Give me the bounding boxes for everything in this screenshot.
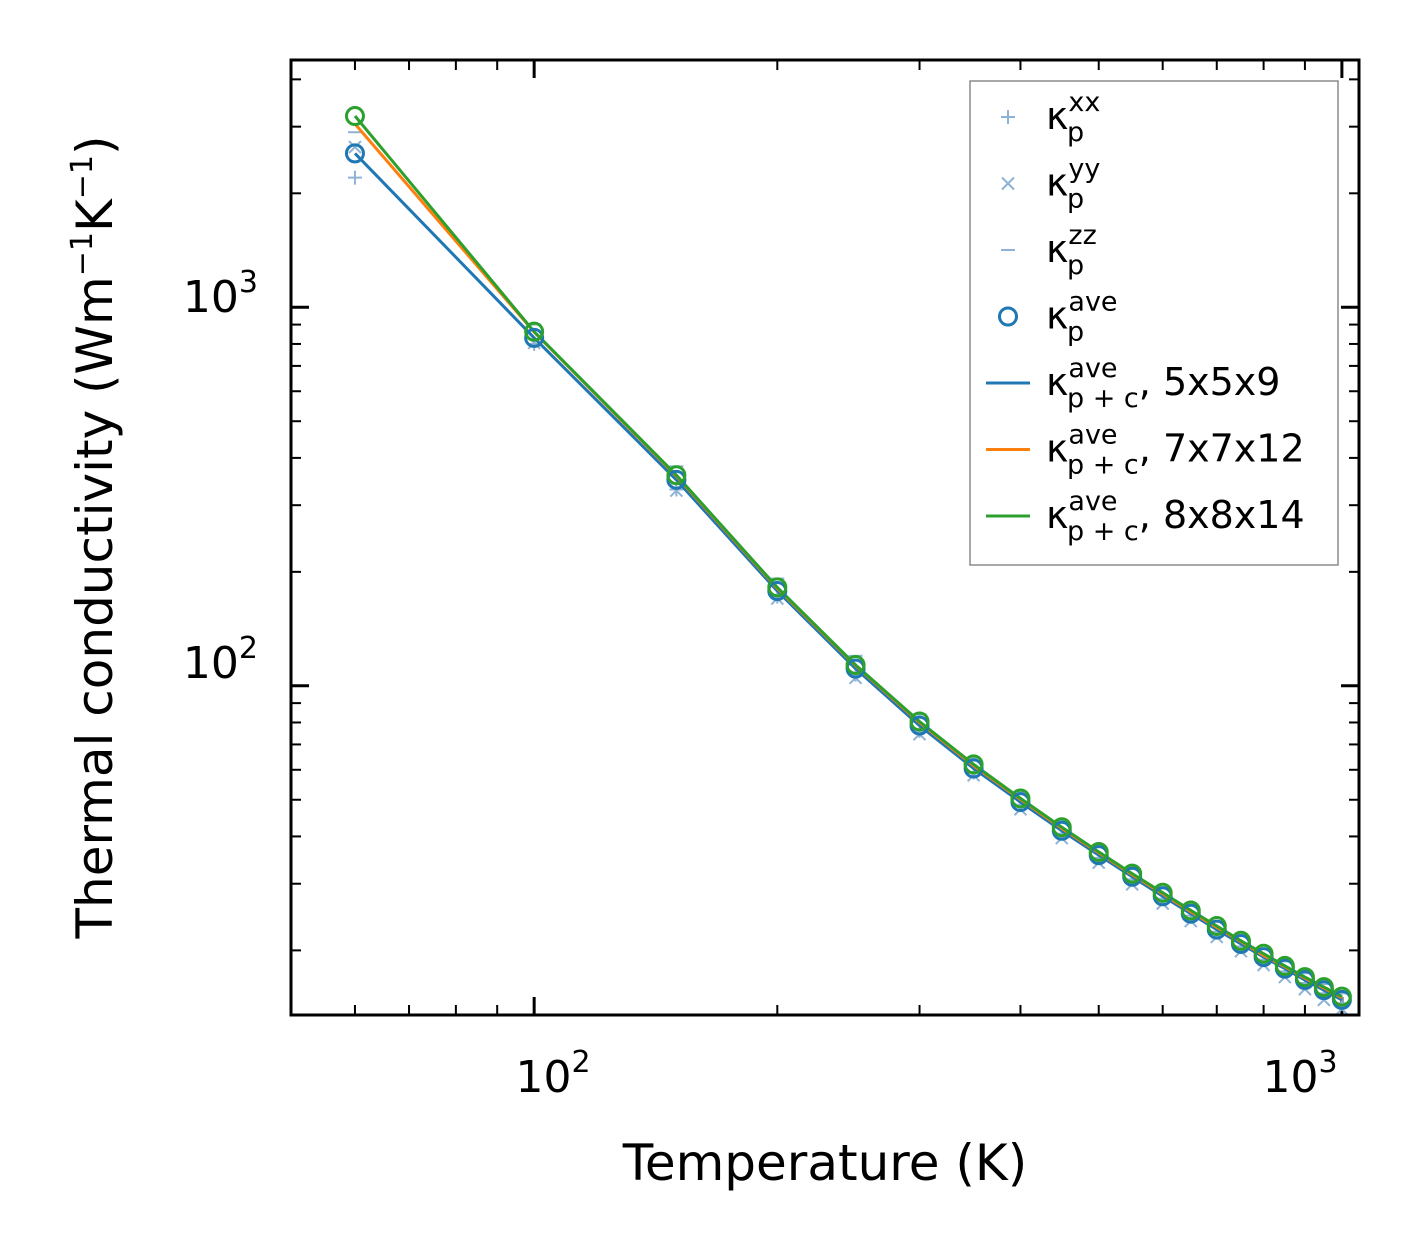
series-line bbox=[353, 152, 1343, 1002]
data-point bbox=[1294, 967, 1315, 988]
series--p-c-ave-8x8x14 bbox=[353, 115, 1343, 998]
data-point bbox=[1274, 955, 1295, 976]
data-point bbox=[1010, 788, 1031, 809]
series-line bbox=[353, 115, 1343, 998]
legend-item: κyy p bbox=[1001, 154, 1100, 215]
data-point bbox=[1180, 900, 1201, 921]
data-point bbox=[348, 140, 362, 154]
y-tick-labels: 102 103 bbox=[183, 265, 258, 689]
data-point bbox=[845, 654, 866, 675]
data-point bbox=[1331, 986, 1352, 1007]
data-point bbox=[1051, 817, 1072, 838]
plot-frame bbox=[289, 58, 1361, 1017]
data-point bbox=[1313, 977, 1334, 998]
legend-marker-swatch bbox=[1001, 110, 1015, 124]
legend-box bbox=[969, 80, 1339, 566]
data-point bbox=[1088, 841, 1109, 862]
legend-item: κzz p bbox=[1001, 220, 1097, 281]
legend-marker-swatch bbox=[998, 306, 1018, 327]
data-point bbox=[1206, 915, 1227, 936]
data-point bbox=[524, 327, 545, 348]
legend-label: κxx p bbox=[1046, 87, 1100, 148]
legend-item: κave p + c, 8x8x14 bbox=[986, 486, 1305, 547]
y-tick-label-1000: 103 bbox=[183, 265, 258, 323]
axis-ticks bbox=[290, 60, 1359, 1015]
legend-item: κxx p bbox=[1001, 87, 1100, 148]
y-axis-title: Thermal conductivity (Wm−1K−1) bbox=[65, 136, 124, 940]
x-tick-label-1000: 103 bbox=[1262, 1045, 1337, 1103]
legend-label: κave p + c, 5x5x9 bbox=[1046, 353, 1280, 414]
y-tick-label-100: 102 bbox=[183, 631, 258, 689]
series--p-c-ave-5x5x9 bbox=[353, 152, 1343, 1002]
data-point bbox=[1253, 943, 1274, 964]
data-point bbox=[1230, 930, 1251, 951]
data-point bbox=[347, 170, 362, 185]
legend-label: κzz p bbox=[1046, 220, 1097, 281]
legend-label: κave p bbox=[1046, 287, 1118, 348]
series--p-ave-8x8x14-markers- bbox=[344, 106, 1352, 1007]
legend-label: κave p + c, 8x8x14 bbox=[1046, 486, 1305, 547]
x-axis-title: Temperature (K) bbox=[622, 1134, 1027, 1192]
data-point bbox=[1152, 882, 1173, 903]
x-tick-label-100: 102 bbox=[515, 1045, 590, 1103]
data-series bbox=[344, 106, 1352, 1016]
legend-marker-swatch bbox=[1001, 176, 1015, 191]
data-point bbox=[1122, 863, 1143, 884]
x-tick-labels: 102 103 bbox=[515, 1045, 1337, 1103]
data-point bbox=[767, 577, 788, 598]
legend-item: κave p + c, 7x7x12 bbox=[986, 420, 1305, 481]
data-point bbox=[909, 711, 930, 732]
data-point bbox=[524, 321, 545, 342]
data-point bbox=[963, 754, 984, 775]
legend-label: κave p + c, 7x7x12 bbox=[1046, 420, 1305, 481]
legend-item: κave p + c, 5x5x9 bbox=[986, 353, 1280, 414]
data-point bbox=[344, 106, 365, 127]
legend-item: κave p bbox=[998, 287, 1118, 348]
data-point bbox=[666, 465, 687, 486]
data-point bbox=[344, 143, 365, 164]
legend-label: κyy p bbox=[1046, 154, 1100, 215]
